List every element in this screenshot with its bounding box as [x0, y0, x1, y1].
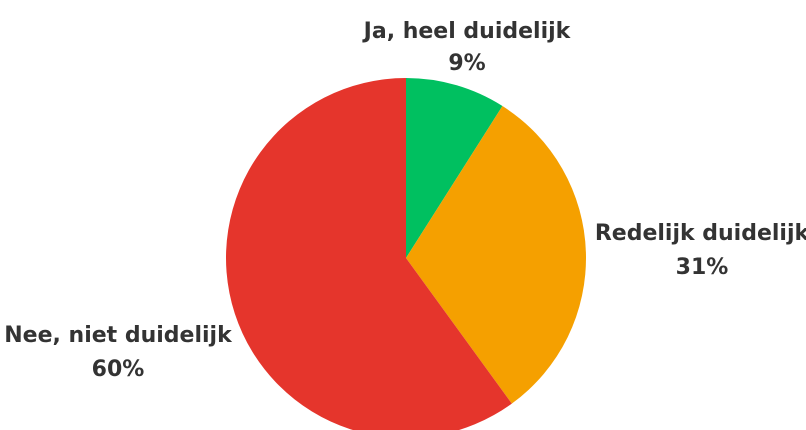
pie-slice-ja-heel-duidelijk	[406, 78, 503, 258]
slice-value-label: 9%	[448, 51, 485, 76]
slice-category-label: Redelijk duidelijk	[595, 221, 806, 246]
label-group-nee-niet-duidelijk: Nee, niet duidelijk 60%	[4, 323, 233, 382]
label-group-ja-heel-duidelijk: Ja, heel duidelijk 9%	[362, 19, 572, 76]
slice-value-label: 60%	[92, 357, 145, 382]
pie-slices	[226, 78, 586, 430]
slice-category-label: Ja, heel duidelijk	[362, 19, 572, 44]
slice-value-label: 31%	[676, 255, 729, 280]
slice-category-label: Nee, niet duidelijk	[4, 323, 233, 348]
pie-slice-nee-niet-duidelijk	[226, 78, 512, 430]
pie-slice-redelijk-duidelijk	[406, 106, 586, 404]
label-group-redelijk-duidelijk: Redelijk duidelijk 31%	[595, 221, 806, 280]
